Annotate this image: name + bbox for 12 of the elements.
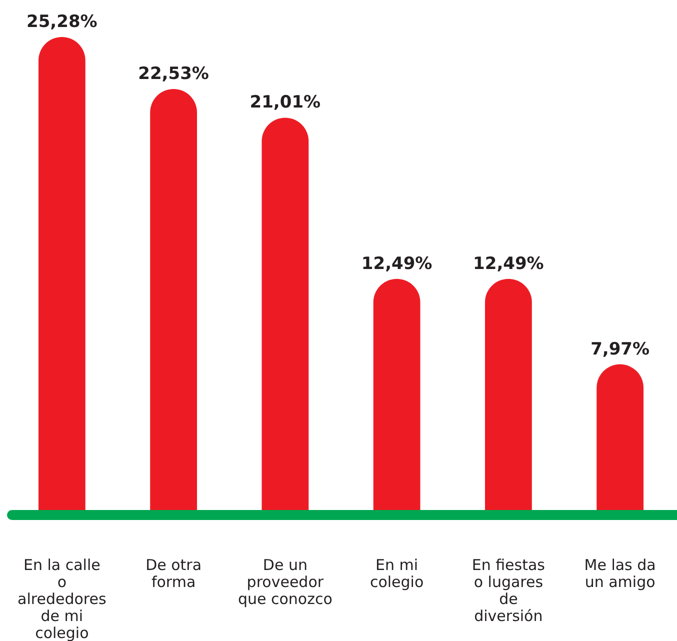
data-label: 25,28% [26,12,98,32]
data-label: 12,49% [473,254,544,274]
data-label: 22,53% [138,64,209,84]
x-tick-label: En la calle o alrededores de mi colegio [18,556,106,641]
data-label: 7,97% [590,339,650,360]
data-label: 21,01% [250,92,321,113]
x-tick-label: De otra forma [146,556,202,591]
x-tick-label: De un proveedor que conozco [238,556,332,608]
data-label: 12,49% [361,254,432,274]
x-tick-label: En mi colegio [370,556,424,591]
x-tick-label: En fiestas o lugares de diversión [472,556,546,625]
x-tick-label: Me las da un amigo [584,556,656,591]
